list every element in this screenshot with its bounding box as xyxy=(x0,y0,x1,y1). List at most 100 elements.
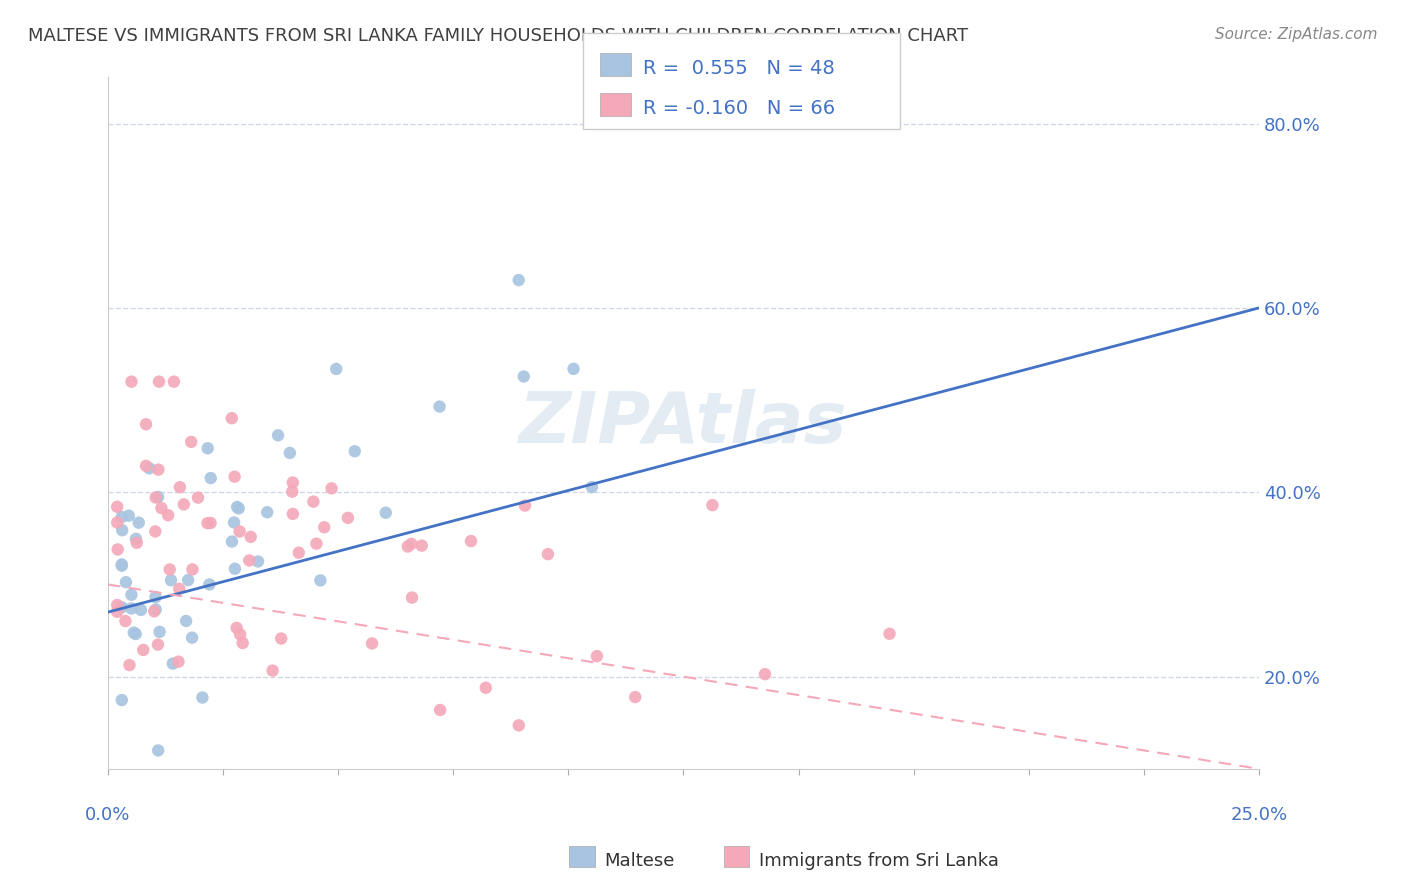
Point xyxy=(135,458,157,473)
Text: MALTESE VS IMMIGRANTS FROM SRI LANKA FAMILY HOUSEHOLDS WITH CHILDREN CORRELATION: MALTESE VS IMMIGRANTS FROM SRI LANKA FAM… xyxy=(28,27,969,45)
Point xyxy=(224,562,246,576)
Point xyxy=(187,491,209,505)
Point xyxy=(624,690,647,704)
Point xyxy=(232,636,254,650)
Point xyxy=(148,624,170,639)
Point xyxy=(581,480,603,494)
Text: R =  0.555   N = 48: R = 0.555 N = 48 xyxy=(643,59,834,78)
Point xyxy=(111,510,134,524)
Point xyxy=(125,536,148,550)
Point xyxy=(111,523,134,537)
Point xyxy=(145,491,167,505)
Point xyxy=(278,446,301,460)
Point xyxy=(314,520,336,534)
Point xyxy=(221,411,243,425)
Point xyxy=(148,462,170,476)
Point xyxy=(163,375,186,389)
Point xyxy=(247,554,270,568)
Point xyxy=(105,500,128,514)
Point xyxy=(145,590,167,604)
Point xyxy=(374,506,396,520)
Point xyxy=(361,636,384,650)
Point xyxy=(105,598,128,612)
Point xyxy=(107,542,129,557)
Point xyxy=(262,664,284,678)
Point xyxy=(305,536,328,550)
Point xyxy=(200,471,222,485)
Point xyxy=(460,534,482,549)
Point xyxy=(143,524,166,539)
Point xyxy=(281,475,304,490)
Point xyxy=(174,614,197,628)
Point xyxy=(111,558,134,573)
Point xyxy=(221,534,243,549)
Point xyxy=(226,500,249,514)
Point xyxy=(121,375,143,389)
Point xyxy=(411,539,433,553)
Point xyxy=(122,625,145,640)
Point xyxy=(239,530,262,544)
Point xyxy=(105,516,128,530)
Point xyxy=(197,442,219,456)
Point xyxy=(343,444,366,458)
Point xyxy=(150,501,173,516)
Point xyxy=(125,627,148,641)
Point xyxy=(256,505,278,519)
Point xyxy=(396,540,419,554)
Point xyxy=(537,547,560,561)
Point xyxy=(198,577,221,591)
Point xyxy=(118,508,141,523)
Text: Source: ZipAtlas.com: Source: ZipAtlas.com xyxy=(1215,27,1378,42)
Text: 0.0%: 0.0% xyxy=(86,805,131,823)
Point xyxy=(169,480,191,494)
Point xyxy=(159,562,181,576)
Point xyxy=(181,562,204,576)
Point xyxy=(429,703,451,717)
Point xyxy=(229,627,252,641)
Text: R = -0.160   N = 66: R = -0.160 N = 66 xyxy=(643,99,835,119)
Point xyxy=(145,602,167,616)
Text: Maltese: Maltese xyxy=(605,852,675,870)
Point xyxy=(302,494,325,508)
Text: Immigrants from Sri Lanka: Immigrants from Sri Lanka xyxy=(759,852,1000,870)
Point xyxy=(562,362,585,376)
Point xyxy=(143,604,166,618)
Point xyxy=(146,638,169,652)
Point xyxy=(702,498,724,512)
Point xyxy=(105,605,128,619)
Point xyxy=(225,621,247,635)
Point xyxy=(401,537,423,551)
Point xyxy=(146,490,169,504)
Point xyxy=(114,614,136,628)
Point xyxy=(118,658,141,673)
Point xyxy=(180,434,202,449)
Point xyxy=(508,718,530,732)
Point xyxy=(336,511,359,525)
Point xyxy=(879,626,901,640)
Point xyxy=(135,417,157,432)
Point xyxy=(115,575,138,590)
Point xyxy=(197,516,219,530)
Point xyxy=(132,643,155,657)
Point xyxy=(111,693,134,707)
Point xyxy=(181,631,204,645)
Point xyxy=(111,558,134,572)
Point xyxy=(120,601,142,615)
Point xyxy=(754,667,776,681)
Point xyxy=(222,516,245,530)
Point xyxy=(475,681,498,695)
Text: ZIPAtlas: ZIPAtlas xyxy=(519,389,848,458)
Point xyxy=(173,497,195,511)
Point xyxy=(325,362,347,376)
Point xyxy=(281,507,304,521)
Point xyxy=(288,546,311,560)
Point xyxy=(267,428,290,442)
Point xyxy=(238,553,260,567)
Text: 25.0%: 25.0% xyxy=(1230,805,1288,823)
Point xyxy=(138,461,160,475)
Point xyxy=(228,524,250,539)
Point xyxy=(321,481,343,495)
Point xyxy=(513,499,536,513)
Point xyxy=(191,690,214,705)
Point xyxy=(148,375,170,389)
